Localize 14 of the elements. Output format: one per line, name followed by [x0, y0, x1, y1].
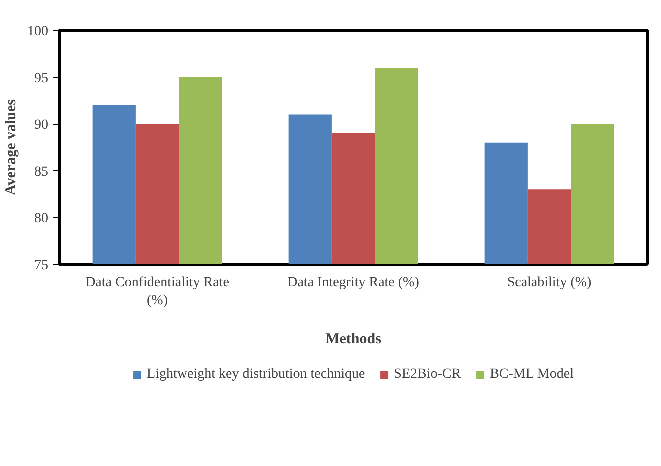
- y-tick-label: 75: [34, 258, 48, 274]
- legend-label: BC-ML Model: [490, 367, 574, 383]
- y-tick-label: 100: [28, 24, 48, 40]
- y-axis-title: Average values: [4, 99, 20, 196]
- y-tick-label: 85: [34, 164, 48, 180]
- x-axis-title: Methods: [326, 332, 382, 348]
- legend-label: SE2Bio-CR: [394, 367, 462, 383]
- y-tick-label: 90: [34, 118, 48, 134]
- y-tick-label: 95: [34, 71, 48, 86]
- x-tick-label: Scalability (%): [507, 276, 592, 290]
- y-tick-label: 80: [34, 212, 48, 227]
- x-tick-label: Data Confidentiality Rate (%): [86, 276, 230, 308]
- x-tick-label: Data Integrity Rate (%): [288, 276, 420, 290]
- legend-label: Lightweight key distribution technique: [147, 367, 366, 383]
